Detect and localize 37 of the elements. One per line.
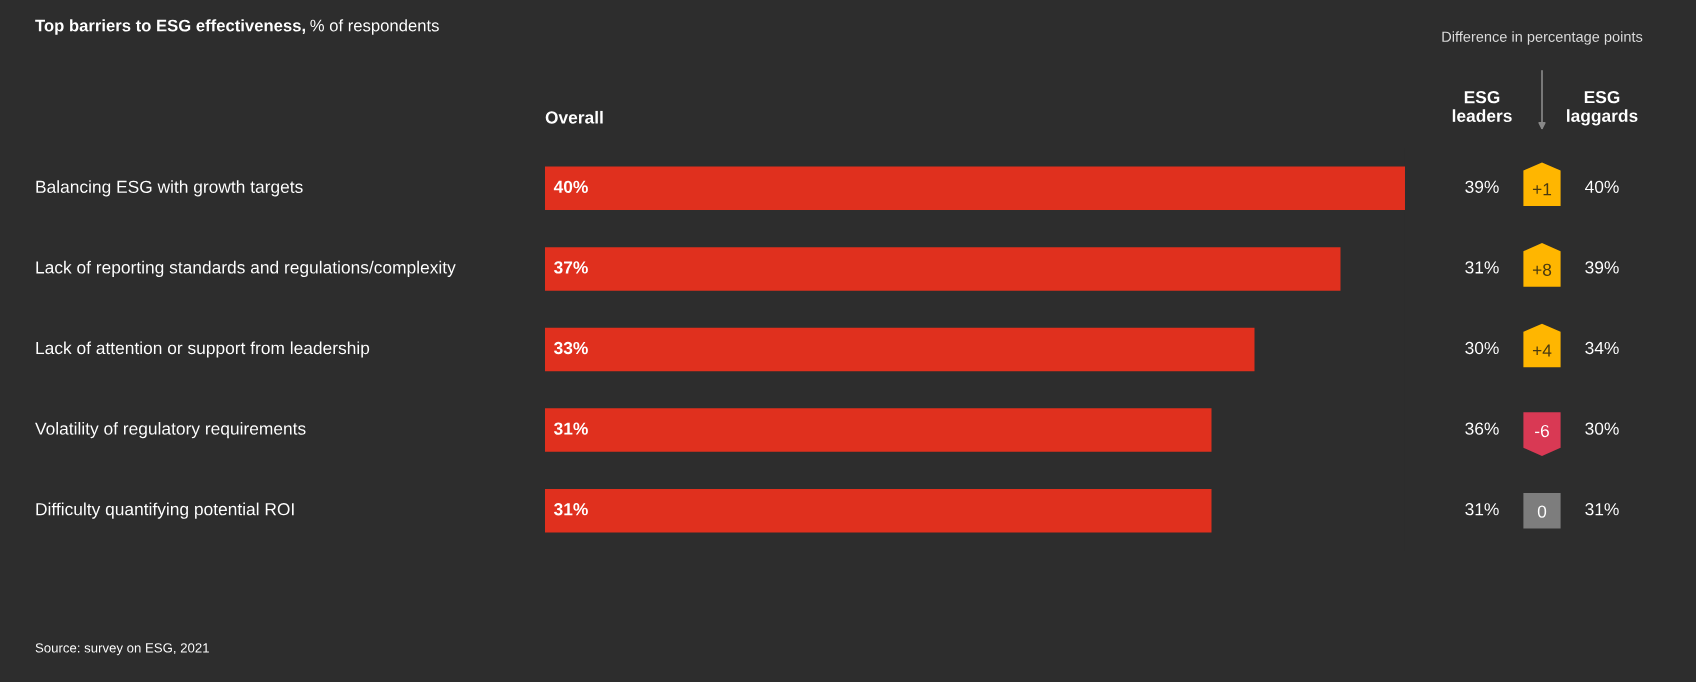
bar [545, 408, 1212, 452]
data-label: 31% [554, 422, 588, 435]
data-label: +1 [1532, 183, 1552, 196]
data-label: +8 [1532, 263, 1552, 276]
data-label: 31% [1465, 261, 1499, 274]
y-tick-label: Lack of attention or support from leadership [36, 341, 370, 358]
text: Overall [545, 110, 603, 124]
source-note: Source: survey on ESG, 2021 [35, 643, 209, 656]
data-label: 31% [1585, 503, 1619, 516]
data-label: 33% [554, 341, 588, 355]
data-label: 30% [1585, 422, 1619, 435]
data-label: 0 [1537, 505, 1547, 518]
data-label: 31% [554, 503, 588, 516]
text: Top barriers to ESG effectiveness, [35, 19, 305, 35]
data-label: +4 [1532, 344, 1552, 357]
data-label: -6 [1535, 424, 1549, 438]
bar [545, 488, 1212, 533]
data-label: 34% [1585, 341, 1619, 355]
data-label: 37% [554, 261, 588, 274]
data-label: 40% [553, 180, 588, 193]
bar [545, 247, 1341, 291]
x-tick-label: ESG laggards [1567, 90, 1638, 126]
text: % of respondents [310, 19, 439, 35]
bar [545, 327, 1255, 372]
data-label: 40% [1585, 180, 1619, 193]
data-label: 36% [1465, 422, 1499, 435]
x-tick-label: ESG leaders [1452, 91, 1512, 123]
y-tick-label: Difficulty quantifying potential ROI [36, 502, 294, 519]
data-label: 31% [1465, 503, 1499, 516]
bar [545, 166, 1405, 211]
data-label: 39% [1585, 261, 1619, 274]
y-tick-label: Lack of reporting standards and regulations/complexity [36, 260, 456, 277]
data-label: 39% [1465, 180, 1499, 193]
data-label: 30% [1465, 341, 1499, 355]
y-tick-label: Volatility of regulatory requirements [35, 422, 306, 439]
y-tick-label: Balancing ESG with growth targets [36, 180, 303, 197]
chart-title: Difference in percentage points [1442, 31, 1643, 45]
